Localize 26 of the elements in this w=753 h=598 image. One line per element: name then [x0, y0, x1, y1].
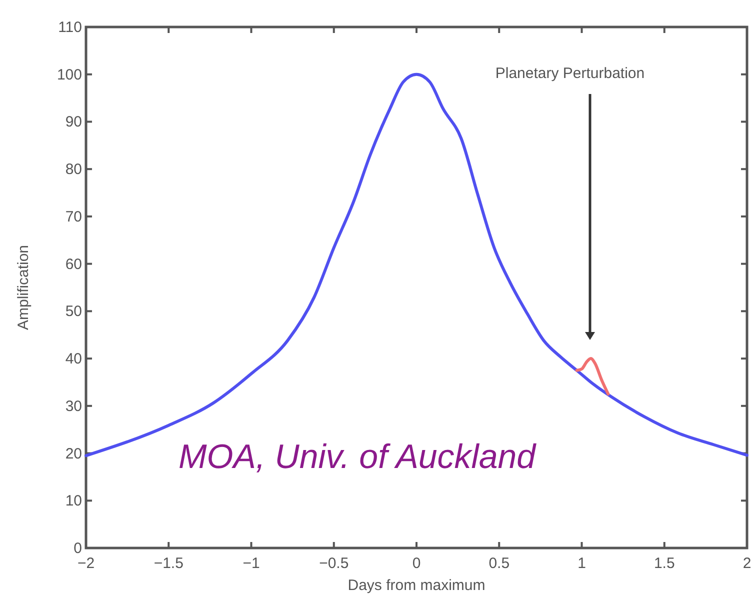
x-tick-label: −1.5: [154, 555, 184, 572]
x-tick-label: −1: [242, 555, 260, 572]
y-tick-label: 70: [65, 208, 82, 226]
y-tick-label: 20: [65, 445, 82, 462]
y-tick-label: 10: [65, 492, 82, 510]
line-series: [575, 357, 610, 396]
x-tick-label: 1.5: [654, 555, 675, 572]
x-tick-label: 2: [742, 555, 752, 572]
y-tick-label: 110: [58, 19, 82, 36]
y-tick-label: 60: [65, 256, 82, 273]
x-tick-label: −0.5: [319, 555, 349, 572]
y-tick-label: 40: [65, 350, 82, 368]
x-tick-label: 0: [412, 555, 421, 572]
annotation: MOA, Univ. of Auckland: [178, 438, 537, 476]
y-tick-label: 50: [65, 303, 82, 320]
y-tick-label: 80: [65, 161, 82, 178]
x-axis-title: Days from maximum: [348, 577, 486, 594]
x-tick-label: −2: [77, 555, 95, 572]
y-tick-label: 90: [65, 114, 82, 131]
y-tick-label: 30: [65, 398, 82, 415]
x-tick-label: 1: [578, 555, 586, 572]
x-tick-label: 0.5: [488, 555, 510, 572]
y-tick-label: 100: [56, 66, 82, 84]
y-tick-label: 0: [74, 540, 82, 557]
y-axis-title: Amplification: [15, 244, 32, 330]
annotation: Planetary Perturbation: [495, 65, 645, 82]
